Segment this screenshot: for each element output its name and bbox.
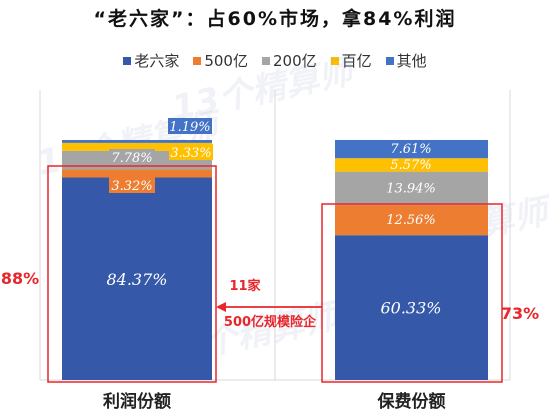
legend-swatch [261,56,270,65]
data-label: 3.33% [170,146,211,161]
highlight-box-right [321,203,503,383]
data-label: 60.33% [380,299,441,318]
highlight-pct-right: 73% [501,304,539,323]
legend-label: 老六家 [134,52,180,70]
data-label: 7.78% [111,151,152,166]
legend-label: 200亿 [272,52,317,70]
data-label-box [109,177,155,193]
bar-segment [62,142,212,151]
data-label: 7.61% [390,142,431,157]
bar-segment [335,235,488,380]
legend-label: 百亿 [341,52,372,70]
bar-segment [62,177,212,380]
data-label: 3.32% [111,179,152,194]
legend-swatch [123,56,132,65]
bar-segment [335,205,488,236]
chart-title: “老六家”：占60%市场，拿84%利润 [93,8,457,30]
legend-label: 500亿 [204,52,248,70]
arrow-head [216,302,226,312]
legend-item: 其他 [385,50,427,71]
category-label: 保费份额 [377,391,446,412]
category-label: 利润份额 [103,391,171,412]
legend-swatch [330,56,339,65]
legend-label: 其他 [396,52,427,70]
data-label-box [109,149,155,165]
highlight-box-left [47,165,217,383]
legend-swatch [385,56,394,65]
data-label: 13.94% [386,181,436,196]
data-label: 84.37% [106,270,167,289]
highlight-pct-left: 88% [1,269,39,288]
legend-item: 200亿 [261,50,317,71]
legend-item: 500亿 [193,50,248,71]
bar-segment [62,140,212,143]
legend: 老六家 500亿 200亿 百亿 其他 [0,50,550,71]
legend-item: 百亿 [330,50,372,71]
bar-segment [335,139,488,159]
arrow-label-bottom: 500亿规模险企 [224,314,317,330]
data-label-box [169,144,213,160]
watermark: 13个精算师 [169,50,362,128]
data-label-box [168,118,212,134]
bar-segment [335,171,488,206]
arrow-label-top: 11家 [229,278,261,294]
bar-segment [62,169,212,178]
data-label: 12.56% [386,213,436,228]
bar-segment [335,158,488,172]
legend-swatch [193,56,202,65]
legend-item: 老六家 [123,50,179,71]
data-label: 1.19% [169,120,210,135]
data-label: 5.57% [390,158,431,173]
